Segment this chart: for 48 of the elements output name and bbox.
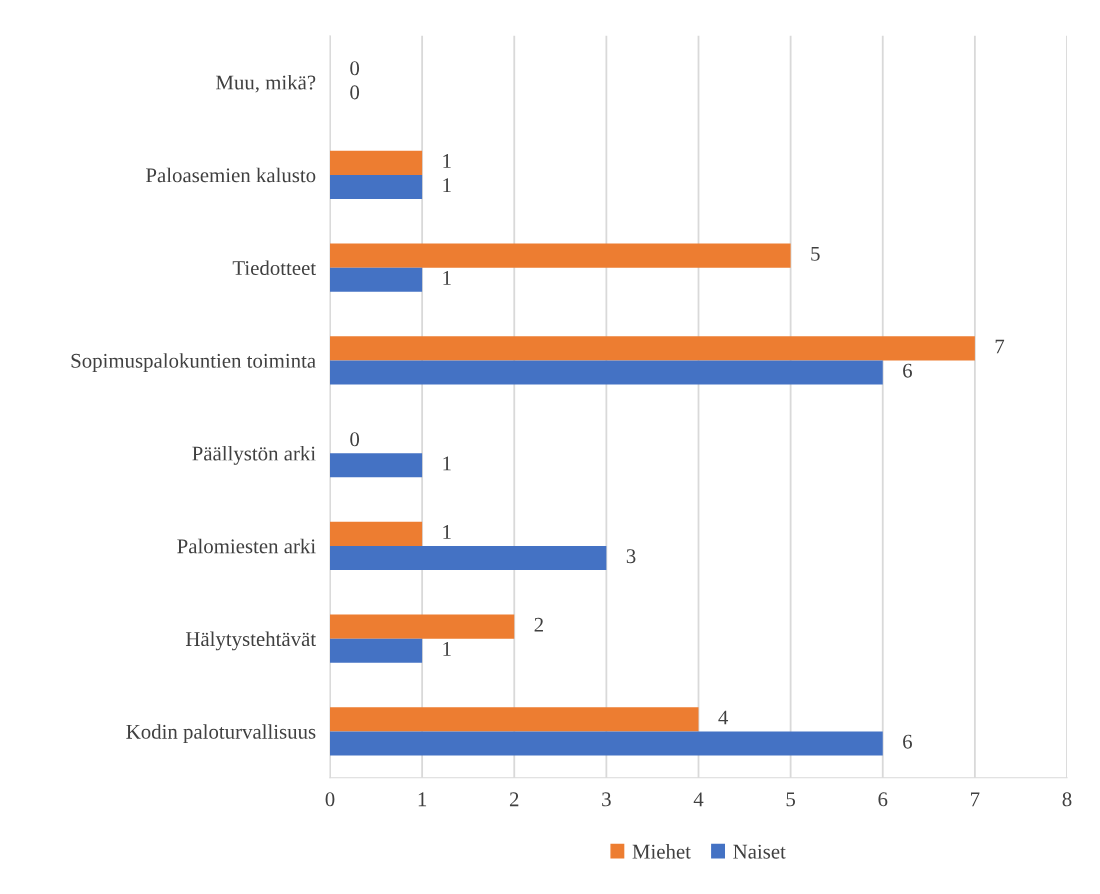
data-label: 2 [534,617,543,632]
bar [330,614,515,639]
data-label: 0 [350,432,360,447]
bar [330,174,423,199]
data-label: 0 [350,61,360,76]
x-tick-label: 8 [1062,792,1072,807]
y-tick-label: Palomiesten arki [177,538,316,554]
data-label: 1 [443,154,451,168]
x-tick-label: 5 [786,792,796,807]
y-tick-label: Sopimuspalokuntien toiminta [71,353,316,373]
bar [330,638,423,663]
x-tick-label: 1 [418,792,427,807]
y-tick-label: Paloasemien kalusto [146,167,316,183]
legend-label: Miehet [632,844,691,859]
data-label: 1 [443,525,451,539]
bar [330,707,699,732]
y-tick-label: Tiedotteet [232,260,316,276]
bar [330,360,883,385]
bar [330,545,607,571]
legend-label: Naiset [733,844,786,859]
y-tick-label: Muu, mikä? [216,74,316,93]
x-tick-label: 4 [693,792,704,807]
data-label: 4 [718,710,729,725]
bar [330,150,423,175]
data-label: 3 [626,549,636,564]
bar [330,521,423,546]
data-label: 0 [350,85,360,100]
x-tick-label: 3 [602,792,611,807]
bar [330,731,883,756]
y-tick-label: Päällystön arki [192,445,316,465]
bar [330,453,423,478]
bar [330,243,791,268]
y-tick-label: Kodin paloturvallisuus [126,724,316,744]
data-label: 6 [903,734,912,749]
y-tick-label: Hälytystehtävät [185,631,316,651]
data-label: 1 [443,641,451,656]
bar [330,336,975,361]
x-tick-label: 7 [971,792,980,807]
data-label: 1 [443,178,451,192]
x-tick-label: 2 [509,792,519,807]
x-tick-label: 0 [325,792,335,807]
data-label: 5 [811,246,820,261]
data-label: 1 [443,456,451,471]
data-label: 1 [443,270,451,285]
bar [330,267,423,292]
data-label: 6 [903,363,912,378]
data-label: 7 [995,339,1005,354]
x-tick-label: 6 [878,792,888,807]
